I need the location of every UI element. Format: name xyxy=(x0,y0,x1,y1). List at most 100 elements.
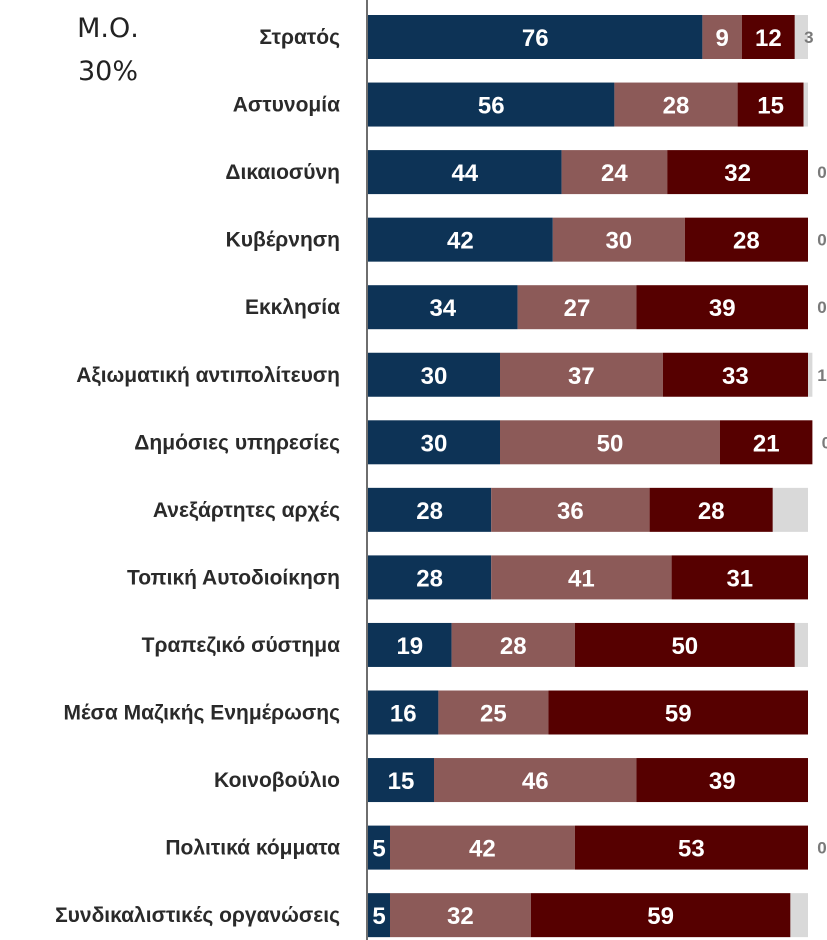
bar-segment-3 xyxy=(548,690,808,735)
bar-value-label: 24 xyxy=(601,160,628,187)
bar-segment-2 xyxy=(438,690,549,735)
bar-segment-2 xyxy=(390,893,531,938)
bar-value-label: 0 xyxy=(817,298,826,317)
bar-segment-2 xyxy=(614,82,738,127)
bar-segment-3 xyxy=(649,487,773,532)
category-label: Εκκλησία xyxy=(245,296,340,319)
bar-value-label: 39 xyxy=(709,295,736,322)
bar-segment-1 xyxy=(368,420,500,465)
bar-value-label: 32 xyxy=(724,160,751,187)
bar-segment-remainder xyxy=(790,893,808,938)
bar-segment-1 xyxy=(368,15,703,59)
bar-value-label: 30 xyxy=(421,430,448,457)
bar-value-label: 30 xyxy=(421,363,448,390)
bar-value-label: 37 xyxy=(568,363,595,390)
bar-segment-1 xyxy=(368,352,500,397)
bar-segment-remainder xyxy=(794,622,808,667)
bar-segment-3 xyxy=(636,285,808,330)
category-label: Δημόσιες υπηρεσίες xyxy=(134,431,340,454)
category-label: Κοινοβούλιο xyxy=(214,769,340,792)
bar-segment-remainder xyxy=(803,82,808,127)
bar-value-label: 46 xyxy=(522,768,549,795)
bar-segment-2 xyxy=(434,758,637,803)
bar-value-label: 28 xyxy=(663,93,690,120)
bar-value-label: 42 xyxy=(469,836,496,863)
category-label: Αστυνομία xyxy=(233,94,340,117)
bar-value-label: 5 xyxy=(372,903,385,930)
bar-value-label: 39 xyxy=(709,768,736,795)
category-label: Στρατός xyxy=(259,26,340,49)
category-label: Συνδικαλιστικές οργανώσεις xyxy=(55,904,340,927)
bar-value-label: 56 xyxy=(478,93,505,120)
bar-value-label: 50 xyxy=(671,633,698,660)
bar-segment-2 xyxy=(491,555,672,600)
bar-segment-3 xyxy=(720,420,813,465)
average-label-line2: 30% xyxy=(78,56,138,87)
bar-value-label: 0 xyxy=(817,839,826,858)
bar-value-label: 44 xyxy=(451,160,478,187)
bar-segment-3 xyxy=(667,150,808,195)
bar-value-label: 3 xyxy=(804,28,813,47)
bar-value-label: 15 xyxy=(757,93,784,120)
bar-value-label: 28 xyxy=(416,498,443,525)
bar-segment-3 xyxy=(737,82,804,127)
bar-value-label: 42 xyxy=(447,228,474,255)
bar-segment-2 xyxy=(491,487,650,532)
category-label: Τραπεζικό σύστημα xyxy=(142,634,340,657)
bar-segment-2 xyxy=(552,217,685,262)
bar-segment-1 xyxy=(368,622,452,667)
bar-segment-1 xyxy=(368,285,518,330)
bar-segment-1 xyxy=(368,150,562,195)
bar-segment-2 xyxy=(451,622,575,667)
bar-value-label: 0 xyxy=(817,231,826,250)
bar-value-label: 19 xyxy=(396,633,423,660)
bar-segment-1 xyxy=(368,758,434,803)
bar-value-label: 36 xyxy=(557,498,584,525)
bar-value-label: 0 xyxy=(822,433,827,452)
bar-segment-1 xyxy=(368,82,615,127)
bar-value-label: 1 xyxy=(817,366,826,385)
bar-segment-2 xyxy=(561,150,668,195)
bar-value-label: 59 xyxy=(647,903,674,930)
bar-segment-3 xyxy=(662,352,808,397)
bar-segment-2 xyxy=(390,825,575,870)
bar-segment-remainder xyxy=(808,352,813,397)
bar-value-label: 28 xyxy=(416,565,443,592)
bar-value-label: 34 xyxy=(429,295,456,322)
bar-value-label: 15 xyxy=(388,768,415,795)
category-label: Ανεξάρτητες αρχές xyxy=(153,499,340,522)
bar-value-label: 59 xyxy=(665,701,692,728)
average-label-line1: Μ.Ο. xyxy=(77,13,139,44)
bar-value-label: 31 xyxy=(726,565,753,592)
bar-value-label: 53 xyxy=(678,836,705,863)
bar-segment-remainder xyxy=(794,15,808,59)
bar-segment-remainder xyxy=(772,487,808,532)
bar-value-label: 21 xyxy=(753,430,780,457)
category-label: Τοπική Αυτοδιοίκηση xyxy=(127,566,340,589)
bar-segment-3 xyxy=(574,825,808,870)
bar-segment-3 xyxy=(636,758,808,803)
bar-segment-1 xyxy=(368,893,390,938)
bar-segment-3 xyxy=(671,555,808,600)
bar-value-label: 76 xyxy=(522,25,549,52)
bar-segment-1 xyxy=(368,487,492,532)
bar-value-label: 32 xyxy=(447,903,474,930)
bar-segment-3 xyxy=(574,622,795,667)
bar-value-label: 28 xyxy=(733,228,760,255)
bar-segment-2 xyxy=(517,285,637,330)
category-label: Αξιωματική αντιπολίτευση xyxy=(76,364,340,387)
bar-value-label: 28 xyxy=(698,498,725,525)
bar-value-label: 33 xyxy=(722,363,749,390)
bar-segment-3 xyxy=(684,217,808,262)
bar-segment-1 xyxy=(368,690,439,735)
bar-segment-2 xyxy=(500,420,720,465)
bar-value-label: 9 xyxy=(716,25,729,52)
bar-value-label: 0 xyxy=(817,163,826,182)
bar-segment-1 xyxy=(368,825,390,870)
bar-value-label: 25 xyxy=(480,701,507,728)
bar-value-label: 27 xyxy=(564,295,591,322)
bar-segment-2 xyxy=(500,352,663,397)
bar-segment-3 xyxy=(530,893,791,938)
